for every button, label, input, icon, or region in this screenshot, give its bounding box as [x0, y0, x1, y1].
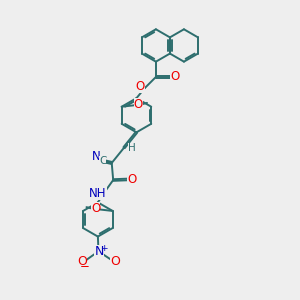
Text: O: O	[110, 254, 120, 268]
Text: O: O	[91, 202, 100, 215]
Text: N: N	[92, 150, 100, 163]
Text: O: O	[77, 255, 87, 268]
Text: O: O	[134, 98, 143, 111]
Text: NH: NH	[89, 188, 106, 200]
Text: N: N	[94, 245, 104, 258]
Text: +: +	[100, 244, 107, 253]
Text: O: O	[128, 173, 137, 186]
Text: C: C	[99, 156, 106, 166]
Text: −: −	[80, 260, 90, 273]
Text: H: H	[128, 143, 136, 153]
Text: O: O	[170, 70, 179, 83]
Text: O: O	[135, 80, 145, 93]
